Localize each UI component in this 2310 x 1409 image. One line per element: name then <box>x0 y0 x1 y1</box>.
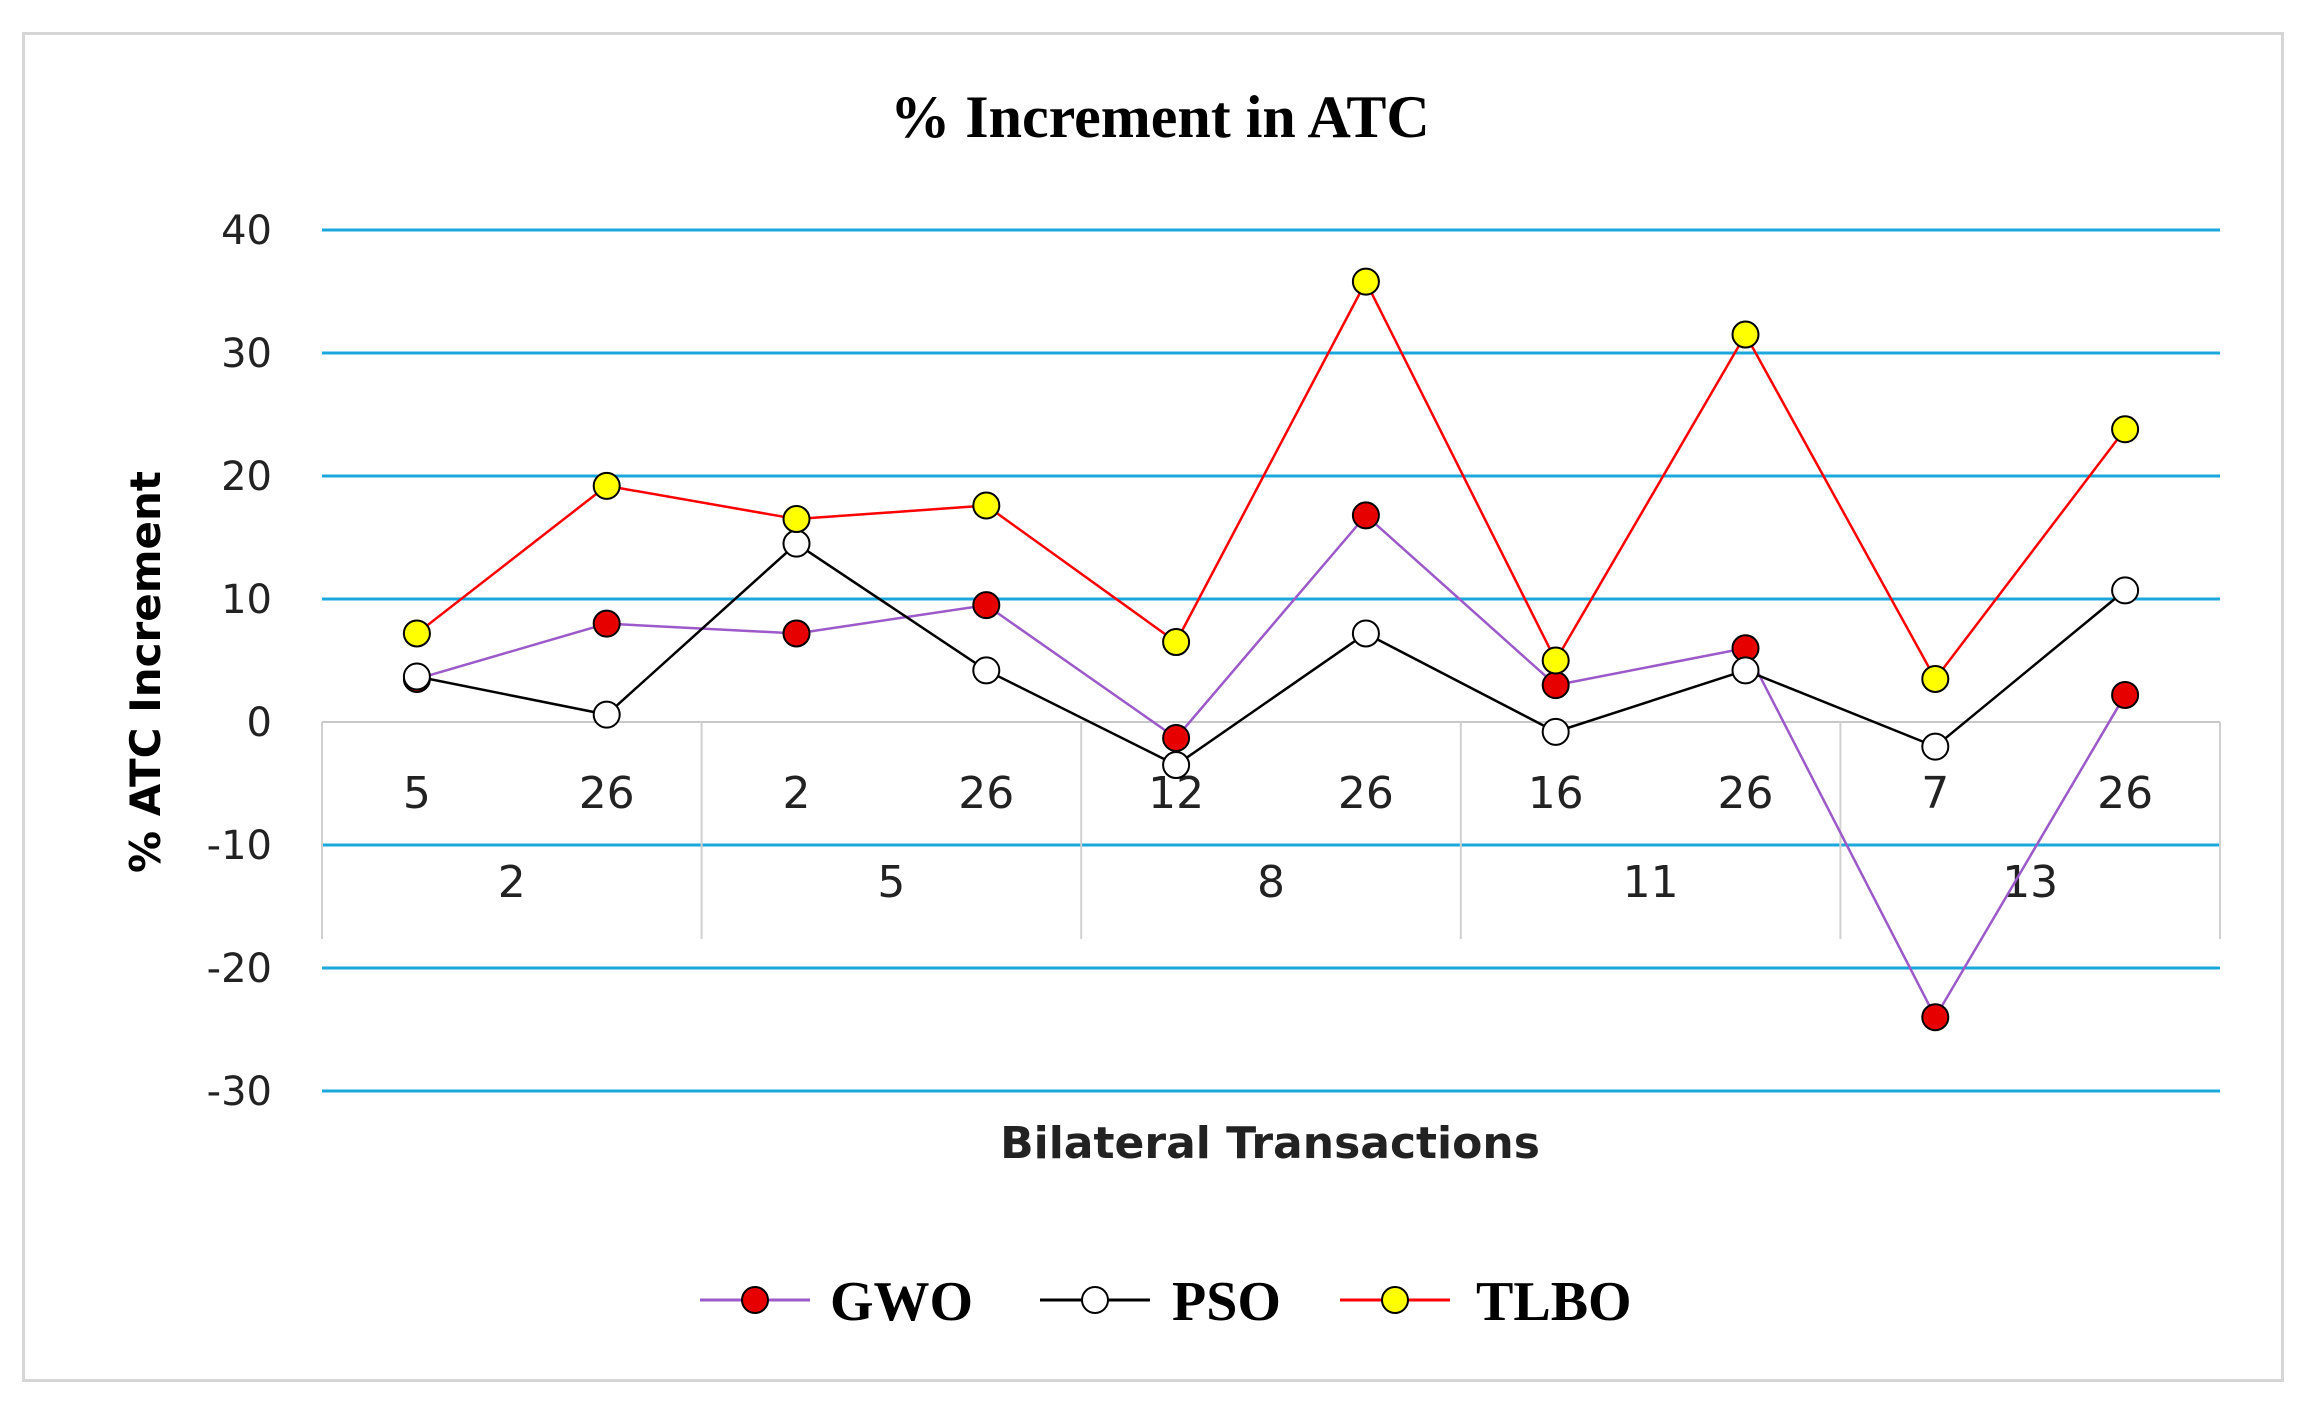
legend-gwo-label: GWO <box>830 1271 973 1333</box>
group-label: 13 <box>2002 857 2058 908</box>
x-tick-label: 26 <box>1718 768 1774 819</box>
tlbo-point <box>402 619 431 648</box>
x-axis-label: Bilateral Transactions <box>1000 1118 1540 1169</box>
legend: GWO PSO TLBO <box>700 1271 1632 1333</box>
tlbo-point <box>1351 267 1380 296</box>
y-tick-label: 0 <box>247 700 272 746</box>
gwo-point <box>782 619 811 648</box>
legend-tlbo-marker <box>1381 1286 1409 1314</box>
y-tick-label: 30 <box>221 331 272 377</box>
x-tick-label: 26 <box>958 768 1014 819</box>
series-lines <box>416 278 2127 1020</box>
gwo-point <box>2111 680 2140 709</box>
y-tick-label: -30 <box>207 1069 272 1115</box>
pso-point <box>1921 732 1950 761</box>
y-tick-labels: 40 30 20 10 0 -10 -20 -30 <box>207 208 272 1115</box>
pso-point <box>1731 656 1760 685</box>
chart-title: % Increment in ATC <box>890 84 1429 150</box>
pso-point <box>782 529 811 558</box>
pso-series-line <box>416 542 2126 767</box>
gwo-point <box>592 609 621 638</box>
chart-frame <box>22 32 2284 1382</box>
tlbo-point <box>782 505 811 534</box>
x-tick-labels: 5 26 2 26 12 26 16 26 7 26 <box>403 768 2153 819</box>
gwo-point <box>1351 501 1380 530</box>
x-tick-label: 26 <box>1338 768 1394 819</box>
tlbo-series-line <box>416 278 2127 682</box>
group-label: 2 <box>498 857 526 908</box>
pso-point <box>1351 619 1380 648</box>
group-label: 11 <box>1623 857 1679 908</box>
gwo-point <box>1162 723 1191 752</box>
pso-point <box>2111 576 2140 605</box>
group-labels: 2 5 8 11 13 <box>498 857 2058 908</box>
legend-gwo-marker <box>741 1286 769 1314</box>
tlbo-point <box>1731 320 1760 349</box>
x-tick-label: 7 <box>1921 768 1949 819</box>
legend-tlbo-label: TLBO <box>1476 1271 1632 1333</box>
x-tick-label: 26 <box>579 768 635 819</box>
gwo-point <box>1921 1003 1950 1032</box>
y-axis-label: % ATC Increment <box>121 471 170 873</box>
tlbo-point <box>1921 664 1950 693</box>
y-tick-label: -10 <box>207 823 272 869</box>
x-tick-label: 2 <box>783 768 811 819</box>
tlbo-point <box>1162 628 1191 657</box>
x-tick-label: 5 <box>403 768 431 819</box>
group-label: 8 <box>1257 857 1285 908</box>
gwo-series-line <box>416 513 2127 1020</box>
x-tick-label: 16 <box>1528 768 1584 819</box>
gwo-point <box>1541 671 1570 700</box>
pso-point <box>592 700 621 729</box>
tlbo-point <box>972 491 1001 520</box>
pso-point <box>402 662 431 691</box>
pso-point <box>1541 717 1570 746</box>
pso-point <box>972 656 1001 685</box>
tlbo-point <box>2111 415 2140 444</box>
pso-point <box>1162 751 1191 780</box>
tlbo-point <box>1541 646 1570 675</box>
gridlines <box>322 228 2220 1093</box>
category-table <box>321 721 2221 939</box>
legend-pso-marker <box>1081 1286 1109 1314</box>
tlbo-point <box>592 471 621 500</box>
y-tick-label: 40 <box>221 208 272 254</box>
x-tick-label: 26 <box>2097 768 2153 819</box>
series-markers <box>402 267 2140 1032</box>
gwo-point <box>972 591 1001 620</box>
y-tick-label: -20 <box>207 946 272 992</box>
legend-pso-label: PSO <box>1172 1271 1281 1333</box>
y-tick-label: 10 <box>221 577 272 623</box>
y-tick-label: 20 <box>221 454 272 500</box>
group-label: 5 <box>877 857 905 908</box>
